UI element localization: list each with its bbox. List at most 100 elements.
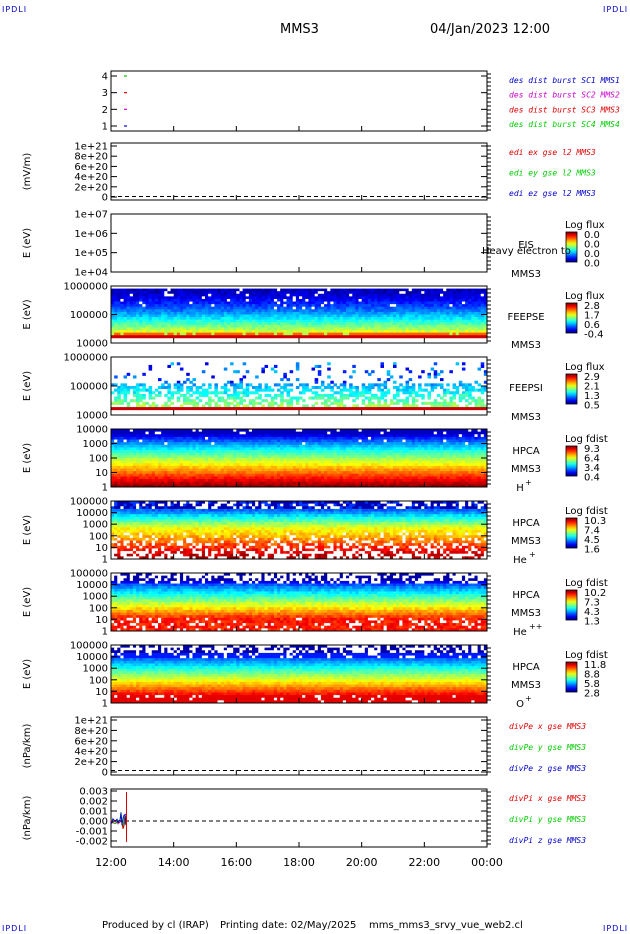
spectrogram-feepse-cell xyxy=(117,304,121,308)
spectrogram-feepse-cell xyxy=(230,291,234,295)
spectrogram-feepse-cell xyxy=(139,324,143,328)
spectrogram-hpca_h-cell xyxy=(129,460,134,464)
spectrogram-feepse-cell xyxy=(480,335,485,339)
spectrogram-feepse-cell xyxy=(120,309,124,313)
spectrogram-feepse-cell xyxy=(349,309,353,313)
spectrogram-feepse-cell xyxy=(433,288,438,292)
spectrogram-feepse-cell xyxy=(346,296,350,300)
spectrogram-hpca_h-cell xyxy=(179,439,184,443)
spectrogram-feepsi-cell xyxy=(123,399,128,403)
spectrogram-feepsi-cell xyxy=(195,386,200,390)
spectrogram-feepse-cell xyxy=(371,335,375,339)
spectrogram-hpca_h-cell xyxy=(424,452,428,456)
spectrogram-hpca_h-cell xyxy=(183,455,187,459)
spectrogram-feepse-cell xyxy=(480,311,485,315)
spectrogram-feepse-cell xyxy=(158,332,162,336)
spectrogram-hpca_h-cell xyxy=(461,431,466,435)
spectrogram-feepsi-cell xyxy=(139,383,143,387)
spectrogram-feepsi-cell xyxy=(327,375,331,379)
spectrogram-feepsi-cell xyxy=(258,407,262,411)
spectrogram-feepse-cell xyxy=(189,319,193,323)
spectrogram-feepse-cell xyxy=(136,327,140,331)
spectrogram-feepsi-cell xyxy=(461,362,466,366)
spectrogram-feepse-cell xyxy=(433,314,438,318)
spectrogram-feepsi-cell xyxy=(255,396,259,400)
spectrogram-hpca_h-cell xyxy=(154,452,159,456)
spectrogram-hpca_h-cell xyxy=(179,460,184,464)
spectrogram-hpca_h-cell xyxy=(176,452,181,456)
spectrogram-hpca_h-cell xyxy=(427,447,431,451)
spectrogram-feepsi-cell xyxy=(264,393,269,397)
spectrogram-hpca_h-cell xyxy=(317,455,322,459)
spectrogram-feepsi-cell xyxy=(233,386,237,390)
spectrogram-feepse-cell xyxy=(364,298,369,302)
spectrogram-feepsi-cell xyxy=(145,388,149,392)
spectrogram-feepse-cell xyxy=(349,304,353,308)
spectrogram-feepsi-cell xyxy=(474,399,478,403)
colorbar-tick-eis: 0.0 xyxy=(584,249,600,260)
spectrogram-hpca_h-cell xyxy=(214,452,218,456)
spectrogram-feepse-cell xyxy=(327,319,331,323)
spectrogram-hpca_h-cell xyxy=(452,450,457,454)
spectrogram-feepse-cell xyxy=(255,301,259,305)
spectrogram-feepse-cell xyxy=(283,314,287,318)
spectrogram-feepse-cell xyxy=(167,296,171,300)
spectrogram-hpca_h-cell xyxy=(205,436,209,440)
spectrogram-hpca_h-cell xyxy=(214,434,218,438)
spectrogram-feepse-cell xyxy=(418,322,422,326)
spectrogram-feepse-cell xyxy=(330,324,334,328)
spectrogram-feepse-cell xyxy=(151,317,156,321)
spectrogram-feepse-cell xyxy=(367,322,372,326)
spectrogram-hpca_h-cell xyxy=(443,439,447,443)
spectrogram-feepse-cell xyxy=(267,330,272,334)
spectrogram-hpca_h-cell xyxy=(342,429,347,433)
spectrogram-feepse-cell xyxy=(236,330,240,334)
spectrogram-feepse-cell xyxy=(424,317,428,321)
spectrogram-feepse-cell xyxy=(421,304,425,308)
spectrogram-feepse-cell xyxy=(139,301,143,305)
spectrogram-feepsi-cell xyxy=(148,407,153,411)
spectrogram-hpca_h-cell xyxy=(242,458,247,462)
spectrogram-feepse-cell xyxy=(324,309,328,313)
spectrogram-hpca_h-cell xyxy=(393,436,397,440)
spectrogram-feepse-cell xyxy=(179,332,184,336)
spectrogram-feepsi-cell xyxy=(377,396,381,400)
spectrogram-feepsi-cell xyxy=(242,375,247,379)
spectrogram-feepse-cell xyxy=(414,293,419,297)
spectrogram-hpca_h-cell xyxy=(239,460,243,464)
spectrogram-feepse-cell xyxy=(136,324,140,328)
spectrogram-feepse-cell xyxy=(211,306,215,310)
spectrogram-feepse-cell xyxy=(205,330,209,334)
spectrogram-hpca_h-cell xyxy=(217,434,222,438)
spectrogram-feepse-cell xyxy=(455,304,460,308)
spectrogram-feepse-cell xyxy=(114,327,118,331)
spectrogram-feepse-cell xyxy=(230,288,234,292)
spectrogram-feepsi-cell xyxy=(205,401,209,405)
spectrogram-hpca_h-cell xyxy=(267,460,272,464)
spectrogram-hpca_h-cell xyxy=(342,450,347,454)
spectrogram-hpca_h-cell xyxy=(186,460,190,464)
spectrogram-feepse-cell xyxy=(396,306,400,310)
spectrogram-hpca_h-cell xyxy=(286,434,290,438)
spectrogram-feepse-cell xyxy=(339,330,344,334)
spectrogram-hpca_h-cell xyxy=(267,439,272,443)
spectrogram-hpca_h-cell xyxy=(226,439,231,443)
spectrogram-hpca_h-cell xyxy=(465,444,469,448)
spectrogram-hpca_h-cell xyxy=(421,436,425,440)
spectrogram-hpca_h-cell xyxy=(170,434,175,438)
spectrogram-feepsi-cell xyxy=(217,407,222,411)
spectrogram-feepsi-cell xyxy=(477,404,482,408)
spectrogram-hpca_h-cell xyxy=(158,434,162,438)
spectrogram-feepse-cell xyxy=(333,298,337,302)
spectrogram-feepse-cell xyxy=(342,317,347,321)
spectrogram-feepse-cell xyxy=(342,288,347,292)
spectrogram-feepse-cell xyxy=(173,335,178,339)
spectrogram-hpca_h-cell xyxy=(261,458,265,462)
spectrogram-feepse-cell xyxy=(427,324,431,328)
spectrogram-hpca_h-cell xyxy=(183,431,187,435)
spectrogram-feepse-cell xyxy=(142,311,146,315)
spectrogram-feepse-cell xyxy=(443,314,447,318)
spectrogram-feepse-cell xyxy=(255,306,259,310)
spectrogram-feepse-cell xyxy=(283,327,287,331)
spectrogram-feepse-cell xyxy=(480,306,485,310)
